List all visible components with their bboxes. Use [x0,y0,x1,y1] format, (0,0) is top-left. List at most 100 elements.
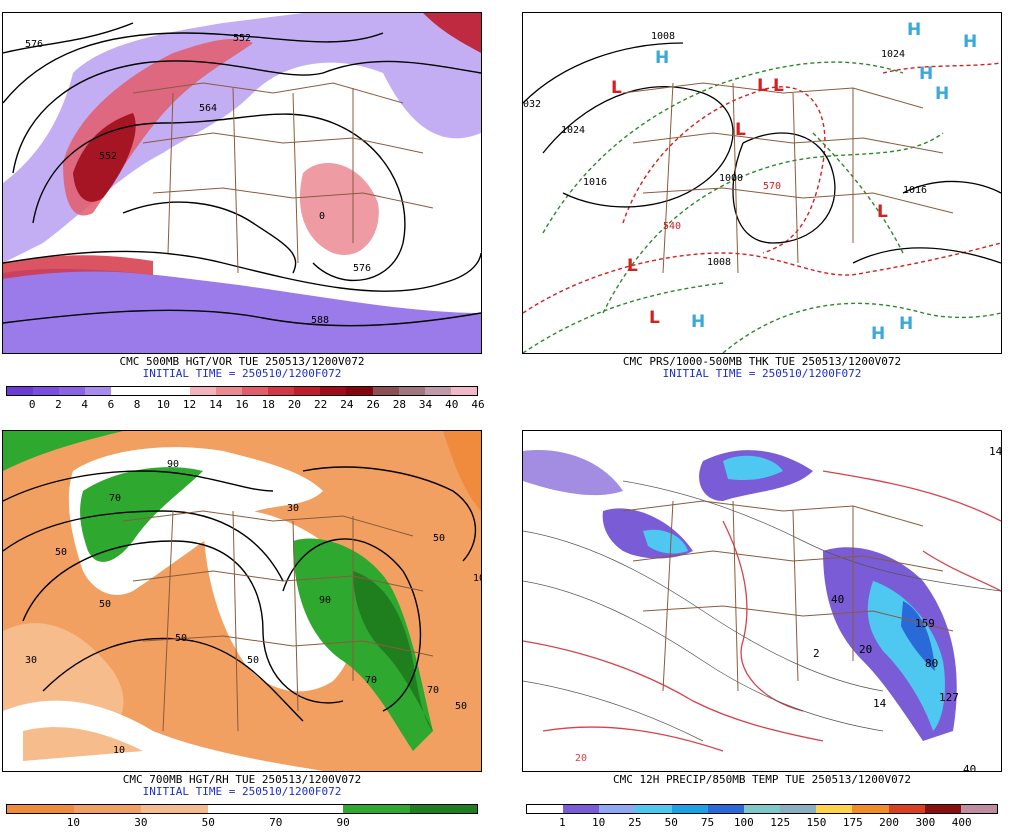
colorbar [6,804,478,814]
colorbar-swatch [671,805,708,813]
contour-label: 1016 [903,185,927,196]
colorbar-swatch [743,805,781,813]
low-pressure-marker: L [735,120,746,140]
colorbar-swatch [780,805,817,813]
contour-label: 10 [473,573,481,584]
contour-label: 032 [523,99,541,110]
precip-label: 14 [873,697,887,710]
colorbar-swatch [409,805,477,813]
contour-label: 50 [175,633,187,644]
precip-label: 127 [939,691,959,704]
colorbar-swatch [7,387,34,395]
low-pressure-marker: L [757,76,768,96]
colorbar-swatch [563,805,600,813]
colorbar-tick-label: 34 [418,398,433,411]
colorbar-tick-label: 46 [471,398,485,411]
contour-label: 50 [247,655,259,666]
map-500mb-vorticity: 576 552 564 552 0 576 588 [2,12,482,354]
colorbar-swatch [59,387,86,395]
thickness-label: 570 [763,181,781,192]
colorbar-tick-label: 6 [107,398,115,411]
panel-caption: CMC 12H PRECIP/850MB TEMP TUE 250513/120… [612,773,911,786]
colorbar-swatch [215,387,242,395]
map-pressure-thickness: 1008 032 1024 1016 1000 1008 1024 1016 5… [522,12,1002,354]
contour-label: 10 [113,745,125,756]
contour-label: 70 [427,685,439,696]
colorbar-swatch [398,387,425,395]
colorbar-swatch [7,805,75,813]
contour-label: 1008 [651,31,675,42]
contour-label: 1024 [561,125,585,136]
colorbar-tick-label: 26 [366,398,380,411]
colorbar-tick-label: 14 [209,398,223,411]
precip-label: 40 [963,763,976,771]
low-pressure-marker: L [773,76,784,96]
low-pressure-marker: L [611,78,622,98]
contour-label: 50 [55,547,67,558]
high-pressure-marker: H [655,48,669,68]
panel-caption: CMC 700MB HGT/RH TUE 250513/1200V072 [122,773,362,786]
colorbar-tick-label: 10 [156,398,170,411]
colorbar-swatch [816,805,853,813]
colorbar-swatch [707,805,744,813]
panel-caption: CMC PRS/1000-500MB THK TUE 250513/1200V0… [622,355,902,368]
colorbar-swatch [888,805,925,813]
contour-label: 50 [433,533,445,544]
colorbar-swatch [141,805,209,813]
colorbar-swatch [208,805,276,813]
high-pressure-marker: H [691,312,705,332]
colorbar-swatch [599,805,636,813]
colorbar-swatch [635,805,672,813]
contour-label: 552 [99,151,117,162]
precip-label: 159 [915,617,935,630]
map-precip-svg: 40 159 80 127 14 40 20 2 14 20 [523,431,1001,771]
contour-label: 90 [167,459,179,470]
colorbar-tick-label: 20 [287,398,302,411]
colorbar-tick-label: 22 [314,398,328,411]
colorbar-swatch [163,387,190,395]
colorbar-tick-label: 12 [182,398,197,411]
contour-label: 50 [455,701,467,712]
colorbar-swatch [275,805,343,813]
initial-time: INITIAL TIME = 250510/1200F072 [662,367,862,380]
colorbar-tick-label: 0 [28,398,36,411]
colorbar-swatch [852,805,889,813]
panel-caption: CMC 500MB HGT/VOR TUE 250513/1200V072 [119,355,365,368]
contour-label: 0 [319,211,325,222]
contour-label: 1024 [881,49,905,60]
initial-time: INITIAL TIME = 250510/1200F072 [142,785,342,798]
contour-label: 1008 [707,257,731,268]
high-pressure-marker: H [935,84,949,104]
contour-label: 70 [365,675,377,686]
colorbar-tick-label: 18 [261,398,275,411]
contour-label: 90 [319,595,331,606]
high-pressure-marker: H [871,324,885,344]
contour-label: 30 [287,503,299,514]
colorbar-swatch [85,387,112,395]
map-500mb-svg: 576 552 564 552 0 576 588 [3,13,481,353]
contour-label: 50 [99,599,111,610]
colorbar-swatch [111,387,138,395]
panel-precip-850mb-temp: 40 159 80 127 14 40 20 2 14 20 CMC 12H P… [522,430,1002,833]
map-700mb-svg: 50 90 50 70 50 30 50 90 70 50 10 70 10 5… [3,431,481,771]
contour-label: 552 [233,33,251,44]
precip-label: 14 [989,445,1001,458]
colorbar-tick-label: 16 [235,398,249,411]
precip-label: 80 [925,657,938,670]
colorbar-swatch [33,387,60,395]
colorbar-swatch [450,387,477,395]
panel-pressure-thickness: 1008 032 1024 1016 1000 1008 1024 1016 5… [522,12,1002,415]
colorbar [526,804,998,814]
map-700mb-rh: 50 90 50 70 50 30 50 90 70 50 10 70 10 5… [2,430,482,772]
colorbar-swatch [342,805,410,813]
colorbar-tick-label: 8 [133,398,141,411]
precip-label: 40 [831,593,844,606]
colorbar-swatch [320,387,347,395]
colorbar-swatch [241,387,269,395]
colorbar-tick-label: 4 [81,398,88,411]
colorbar-labels: 0 2 4 6 8 10 12 14 16 18 20 22 24 26 28 34 40 46 [6,398,485,413]
colorbar-swatch [268,387,295,395]
contour-label: 30 [25,655,37,666]
contour-label: 588 [311,315,329,326]
map-precip-850mb-temp: 40 159 80 127 14 40 20 2 14 20 [522,430,1002,772]
